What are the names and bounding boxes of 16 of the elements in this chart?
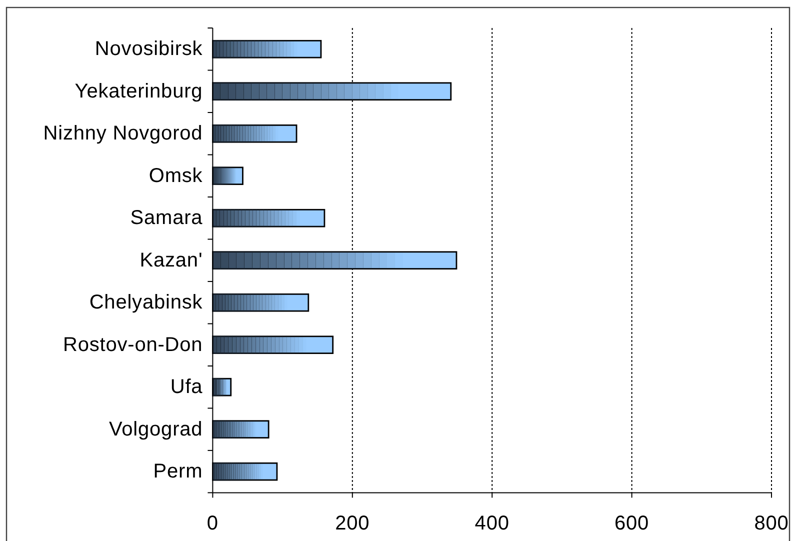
x-tick-label: 800 xyxy=(754,512,789,535)
y-tick-label: Omsk xyxy=(148,164,204,187)
y-tick-label: Nizhny Novgorod xyxy=(43,122,203,145)
x-tick-label: 600 xyxy=(614,512,650,535)
y-tick-label: Rostov-on-Don xyxy=(62,334,203,356)
x-tick-label: 0 xyxy=(206,512,218,535)
y-tick-label: Yekaterinburg xyxy=(74,80,203,102)
y-tick-label: Volgograd xyxy=(109,418,203,440)
x-tick-label: 400 xyxy=(474,512,510,535)
y-tick-label: Samara xyxy=(130,207,204,230)
y-tick-label: Novosibirsk xyxy=(94,38,204,60)
y-tick-label: Perm xyxy=(153,460,203,483)
x-tick-label: 200 xyxy=(335,512,370,535)
y-tick-label: Ufa xyxy=(170,376,204,398)
y-tick-label: Kazan' xyxy=(140,249,203,272)
y-tick-label: Chelyabinsk xyxy=(89,292,204,314)
